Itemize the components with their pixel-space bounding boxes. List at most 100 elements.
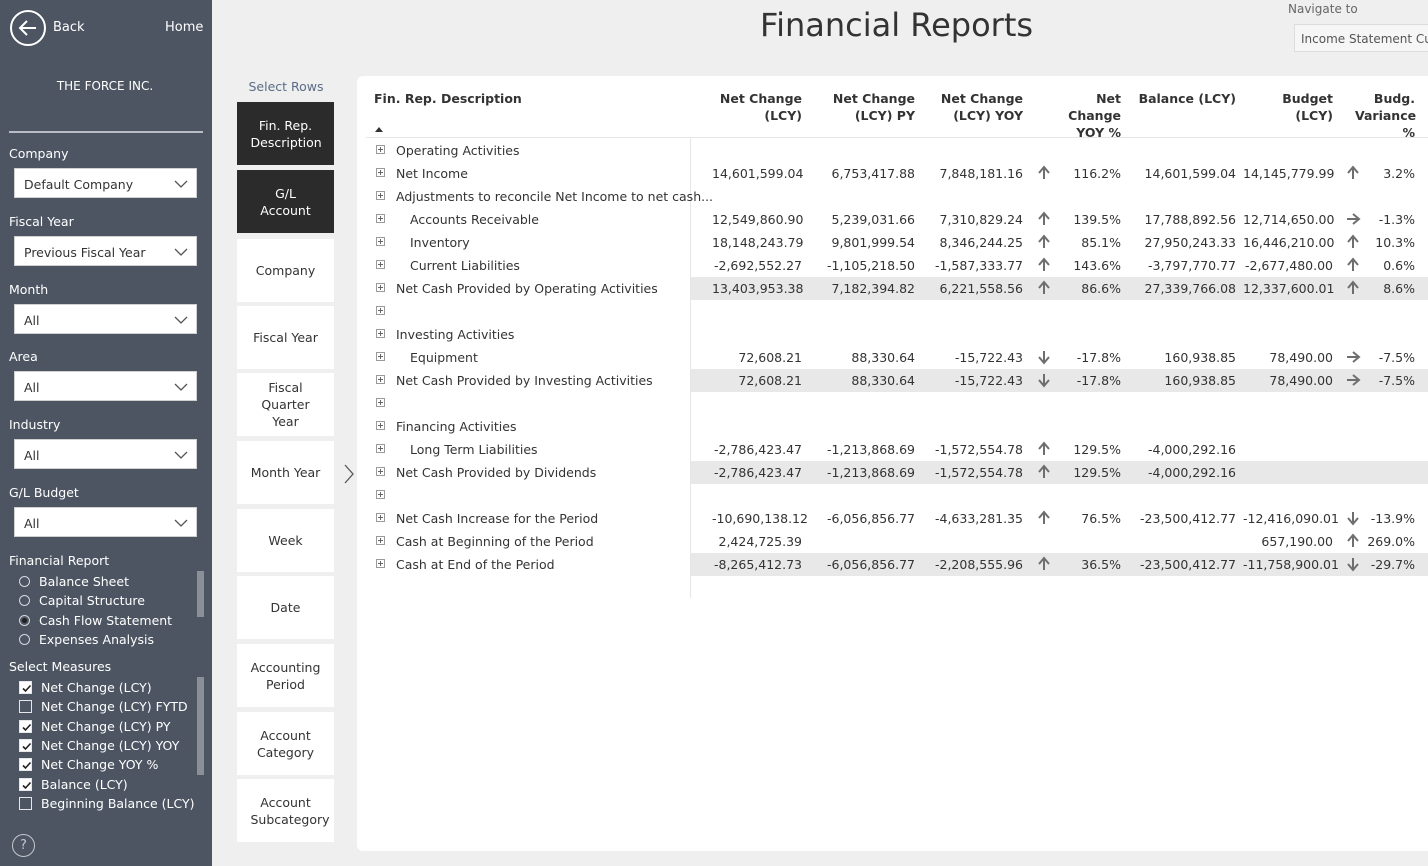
column-header-ncyoy[interactable]: Net Change (LCY) YOY — [940, 91, 1023, 123]
expand-icon[interactable] — [376, 536, 385, 545]
cell-bud: 16,446,210.00 — [1243, 235, 1335, 250]
column-header-bvar[interactable]: Budg. Variance % — [1355, 91, 1417, 140]
checkbox-empty-icon[interactable] — [19, 796, 32, 810]
expand-icon[interactable] — [376, 352, 385, 361]
cell-ncpy: -6,056,856.77 — [826, 511, 915, 526]
row-button-month-year[interactable]: Month Year — [237, 441, 334, 504]
measures-list-scrollbar[interactable] — [197, 677, 204, 775]
checkbox-checked-icon[interactable] — [19, 719, 32, 733]
row-button-fiscal-quarter-year[interactable]: Fiscal Quarter Year — [237, 373, 334, 436]
measure-option[interactable]: Balance (LCY) — [19, 777, 128, 792]
month-dropdown[interactable]: All — [14, 304, 197, 334]
back-button[interactable] — [10, 10, 46, 46]
expand-icon[interactable] — [376, 214, 385, 223]
measure-option[interactable]: Net Change (LCY) PY — [19, 719, 170, 734]
column-header-nc[interactable]: Net Change (LCY) — [719, 91, 802, 123]
cell-nc: 13,403,953.38 — [712, 281, 804, 296]
cell-ncpy: 9,801,999.54 — [831, 235, 916, 250]
expand-icon[interactable] — [376, 191, 385, 200]
row-description: Equipment — [410, 350, 478, 365]
report-option[interactable]: Balance Sheet — [19, 574, 129, 589]
row-button-g-l-account[interactable]: G/L Account — [237, 170, 334, 233]
cell-bud: 12,337,600.01 — [1243, 281, 1335, 296]
report-option[interactable]: Expenses Analysis — [19, 632, 154, 647]
table-row — [366, 300, 1428, 323]
home-button[interactable]: Home — [165, 20, 204, 35]
expand-icon[interactable] — [376, 237, 385, 246]
row-button-fin-rep-description[interactable]: Fin. Rep. Description — [237, 102, 334, 165]
expand-icon[interactable] — [376, 490, 385, 499]
cell-ncpy: 88,330.64 — [851, 350, 915, 365]
expand-icon[interactable] — [376, 467, 385, 476]
company-dropdown[interactable]: Default Company — [14, 168, 197, 198]
column-header-ncpy[interactable]: Net Change (LCY) PY — [832, 91, 915, 123]
expand-icon[interactable] — [376, 421, 385, 430]
measure-option[interactable]: Net Change (LCY) FYTD — [19, 699, 188, 714]
fiscal-year-dropdown[interactable]: Previous Fiscal Year — [14, 236, 197, 266]
table-row-total: Net Cash Provided by Operating Activitie… — [366, 277, 1428, 300]
sort-ascending-icon[interactable] — [374, 125, 384, 133]
back-label[interactable]: Back — [53, 20, 85, 35]
table-row: Long Term Liabilities -2,786,423.47 -1,213… — [366, 438, 1428, 461]
cell-bvar: -1.3% — [1378, 212, 1415, 227]
cell-nc: 2,424,725.39 — [718, 534, 803, 549]
row-button-week[interactable]: Week — [237, 509, 334, 572]
cell-nc: -10,690,138.12 — [712, 511, 808, 526]
chevron-right-icon[interactable] — [342, 463, 356, 485]
report-option[interactable]: Cash Flow Statement — [19, 613, 172, 628]
area-dropdown[interactable]: All — [14, 371, 197, 401]
cell-yoypct: 143.6% — [1073, 258, 1121, 273]
cell-bud: 78,490.00 — [1269, 373, 1333, 388]
help-button[interactable]: ? — [12, 834, 35, 857]
cell-nc: -2,692,552.27 — [713, 258, 802, 273]
radio-selected-icon[interactable] — [19, 614, 30, 626]
row-description: Accounts Receivable — [410, 212, 539, 227]
right-arrow-icon — [1345, 372, 1361, 388]
row-button-account-subcategory[interactable]: Account Subcategory — [237, 779, 334, 842]
expand-icon[interactable] — [376, 329, 385, 338]
expand-icon[interactable] — [376, 306, 385, 315]
column-header-desc[interactable]: Fin. Rep. Description — [374, 91, 522, 106]
column-header-yoypct[interactable]: Net Change YOY % — [1068, 91, 1121, 140]
column-header-bal[interactable]: Balance (LCY) — [1138, 91, 1236, 106]
expand-icon[interactable] — [376, 398, 385, 407]
measure-option[interactable]: Net Change YOY % — [19, 757, 158, 772]
row-button-accounting-period[interactable]: Accounting Period — [237, 644, 334, 707]
expand-icon[interactable] — [376, 260, 385, 269]
measure-option[interactable]: Net Change (LCY) — [19, 680, 152, 695]
report-option[interactable]: Capital Structure — [19, 593, 145, 608]
radio-empty-icon[interactable] — [19, 576, 30, 587]
row-button-date[interactable]: Date — [237, 576, 334, 639]
checkbox-checked-icon[interactable] — [19, 681, 32, 694]
row-button-fiscal-year[interactable]: Fiscal Year — [237, 306, 334, 369]
g-l-budget-dropdown[interactable]: All — [14, 507, 197, 537]
company-label: Company — [9, 146, 69, 161]
cell-bud: -11,758,900.01 — [1243, 557, 1339, 572]
checkbox-checked-icon[interactable] — [19, 758, 32, 772]
cell-ncpy: -1,213,868.69 — [826, 442, 915, 457]
expand-icon[interactable] — [376, 559, 385, 568]
checkbox-checked-icon[interactable] — [19, 738, 32, 752]
expand-icon[interactable] — [376, 145, 385, 154]
cell-bvar: 3.2% — [1383, 166, 1415, 181]
row-button-account-category[interactable]: Account Category — [237, 712, 334, 775]
report-list-scrollbar[interactable] — [197, 571, 204, 617]
expand-icon[interactable] — [376, 513, 385, 522]
expand-icon[interactable] — [376, 375, 385, 384]
expand-icon[interactable] — [376, 168, 385, 177]
checkbox-empty-icon[interactable] — [19, 700, 32, 714]
measure-option[interactable]: Beginning Balance (LCY) — [19, 796, 195, 811]
expand-icon[interactable] — [376, 444, 385, 453]
measure-option[interactable]: Net Change (LCY) YOY — [19, 738, 179, 753]
radio-empty-icon[interactable] — [19, 633, 30, 645]
checkbox-checked-icon[interactable] — [19, 777, 32, 791]
industry-dropdown[interactable]: All — [14, 439, 197, 469]
radio-empty-icon[interactable] — [19, 595, 30, 607]
cell-bal: 160,938.85 — [1164, 373, 1236, 388]
column-header-bud[interactable]: Budget (LCY) — [1282, 91, 1333, 123]
cell-bal: -23,500,412.77 — [1140, 511, 1236, 526]
row-button-company[interactable]: Company — [237, 239, 334, 302]
navigate-to-select[interactable]: Income Statement Cube — [1294, 24, 1428, 52]
row-button-label: Fiscal Year — [253, 330, 318, 345]
expand-icon[interactable] — [376, 283, 385, 292]
